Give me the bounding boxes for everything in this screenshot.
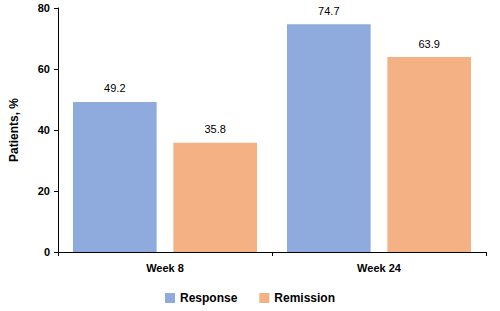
- svg-text:60: 60: [38, 63, 50, 75]
- svg-text:74.7: 74.7: [318, 5, 339, 17]
- svg-text:Week 24: Week 24: [357, 262, 402, 274]
- svg-text:63.9: 63.9: [418, 38, 439, 50]
- svg-text:80: 80: [38, 2, 50, 14]
- svg-text:Week 8: Week 8: [146, 262, 184, 274]
- svg-text:0: 0: [44, 246, 50, 258]
- svg-text:20: 20: [38, 185, 50, 197]
- svg-text:Remission: Remission: [274, 291, 335, 305]
- svg-text:40: 40: [38, 124, 50, 136]
- svg-text:Response: Response: [180, 291, 238, 305]
- svg-text:Patients, %: Patients, %: [7, 98, 21, 162]
- svg-text:35.8: 35.8: [204, 123, 225, 135]
- svg-text:49.2: 49.2: [104, 82, 125, 94]
